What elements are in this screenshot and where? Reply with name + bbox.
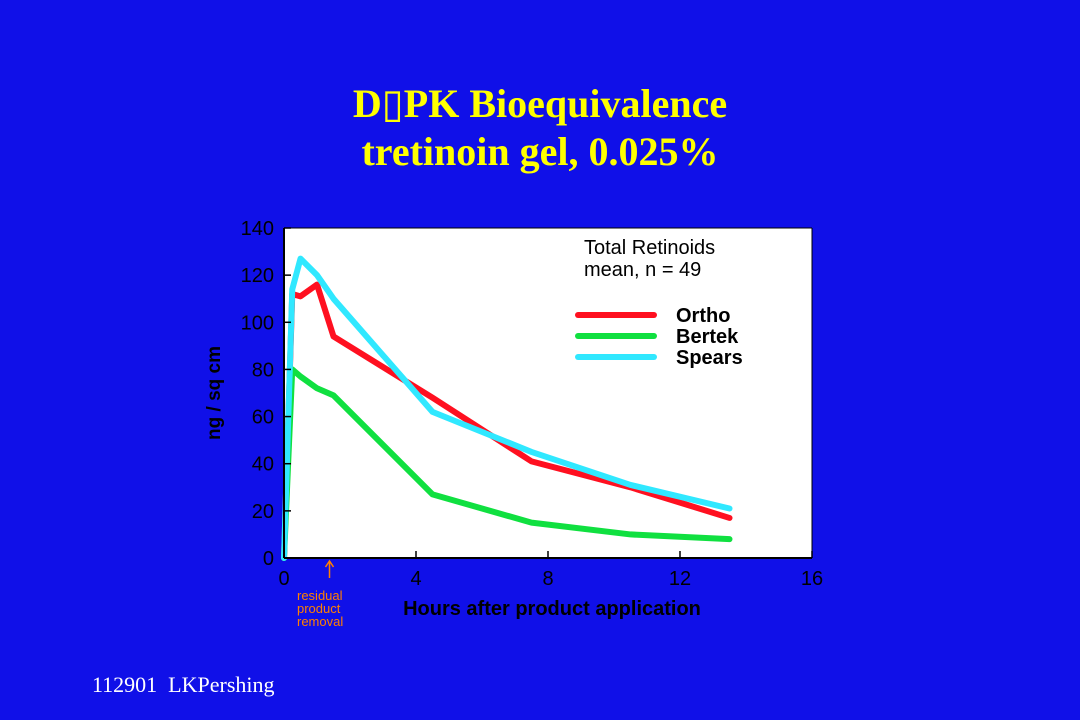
annotation-line-0: residual <box>297 588 343 603</box>
annotation-arrow-head <box>324 559 335 568</box>
y-axis-label: ng / sq cm <box>204 346 225 440</box>
tick-layer: 0 4 8 12 16 0 20 40 60 80 100 120 140 <box>241 218 824 590</box>
footer: 112901 LKPershing <box>92 672 275 697</box>
x-tick-label-0: 0 <box>278 568 289 590</box>
y-tick-label-3: 60 <box>252 407 274 429</box>
series-line-spears <box>281 255 733 561</box>
legend-title-line-1: Total Retinoids <box>584 237 715 259</box>
y-tick-label-7: 140 <box>241 218 274 240</box>
y-tick-label-2: 40 <box>252 454 274 476</box>
legend-label-spears: Spears <box>676 347 743 369</box>
series-line-bertek <box>281 366 733 561</box>
title-line-2: tretinoin gel, 0.025% <box>361 129 719 174</box>
legend-title-line-2: mean, n = 49 <box>584 259 701 281</box>
x-tick-label-2: 8 <box>542 568 553 590</box>
legend-label-ortho: Ortho <box>676 305 730 327</box>
annotation-line-2: removal <box>297 614 343 629</box>
y-tick-label-4: 80 <box>252 359 274 381</box>
x-tick-label-1: 4 <box>410 568 421 590</box>
y-tick-label-5: 100 <box>241 312 274 334</box>
y-tick-label-6: 120 <box>241 265 274 287</box>
plot-area <box>284 228 812 558</box>
x-tick-label-3: 12 <box>669 568 691 590</box>
y-tick-label-1: 20 <box>252 501 274 523</box>
legend-label-bertek: Bertek <box>676 326 739 348</box>
y-tick-label-0: 0 <box>263 548 274 570</box>
x-tick-label-4: 16 <box>801 568 823 590</box>
series-layer <box>281 255 733 561</box>
title-line-1: D▯PK Bioequivalence <box>352 81 728 126</box>
x-axis-label: Hours after product application <box>403 598 701 620</box>
annotation-line-1: product <box>297 601 341 616</box>
